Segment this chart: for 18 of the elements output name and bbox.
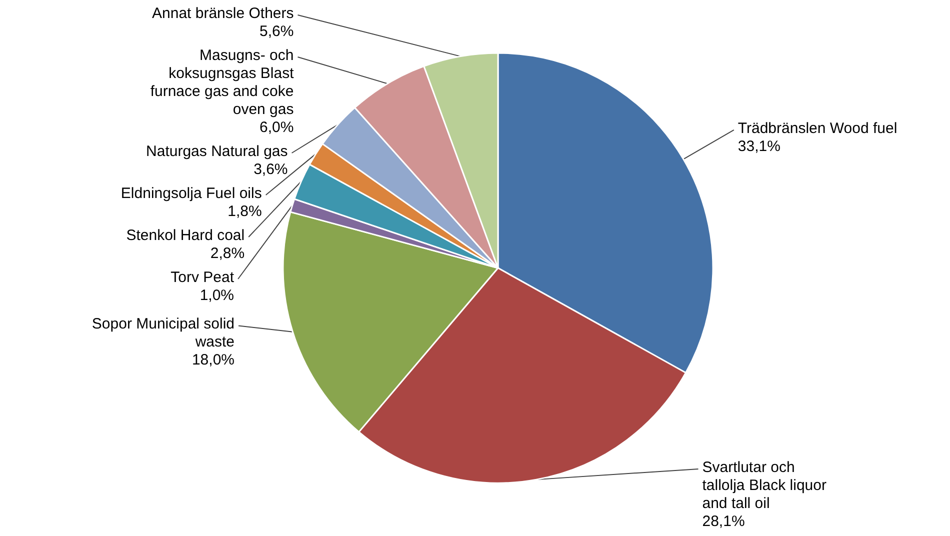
slice-label: Stenkol Hard coal <box>126 227 245 244</box>
data-label: 2,8% <box>210 245 245 262</box>
data-label: 1,8% <box>228 203 262 220</box>
data-label: 18,0% <box>192 352 235 369</box>
slice-label: Eldningsolja Fuel oils <box>120 185 262 202</box>
data-label: 1,0% <box>200 287 234 304</box>
data-label: 6,0% <box>260 119 294 136</box>
slice-label: Svartlutar och tallolja Black liquor and tall oil <box>702 459 826 512</box>
slice-label: Torv Peat <box>170 269 235 286</box>
slice-label: Annat bränsle Others <box>152 5 294 22</box>
slice-label: Sopor Municipal solid waste <box>92 316 235 351</box>
slice-label: Trädbränslen Wood fuel <box>738 120 898 137</box>
slice-label: Masugns- och koksugnsgas Blast furnace gas and coke oven gas <box>150 47 295 118</box>
data-label: 3,6% <box>254 161 288 178</box>
data-label: 28,1% <box>702 513 745 530</box>
data-label: 33,1% <box>738 138 780 155</box>
slice-label: Naturgas Natural gas <box>146 143 288 160</box>
data-label: 5,6% <box>260 23 294 40</box>
